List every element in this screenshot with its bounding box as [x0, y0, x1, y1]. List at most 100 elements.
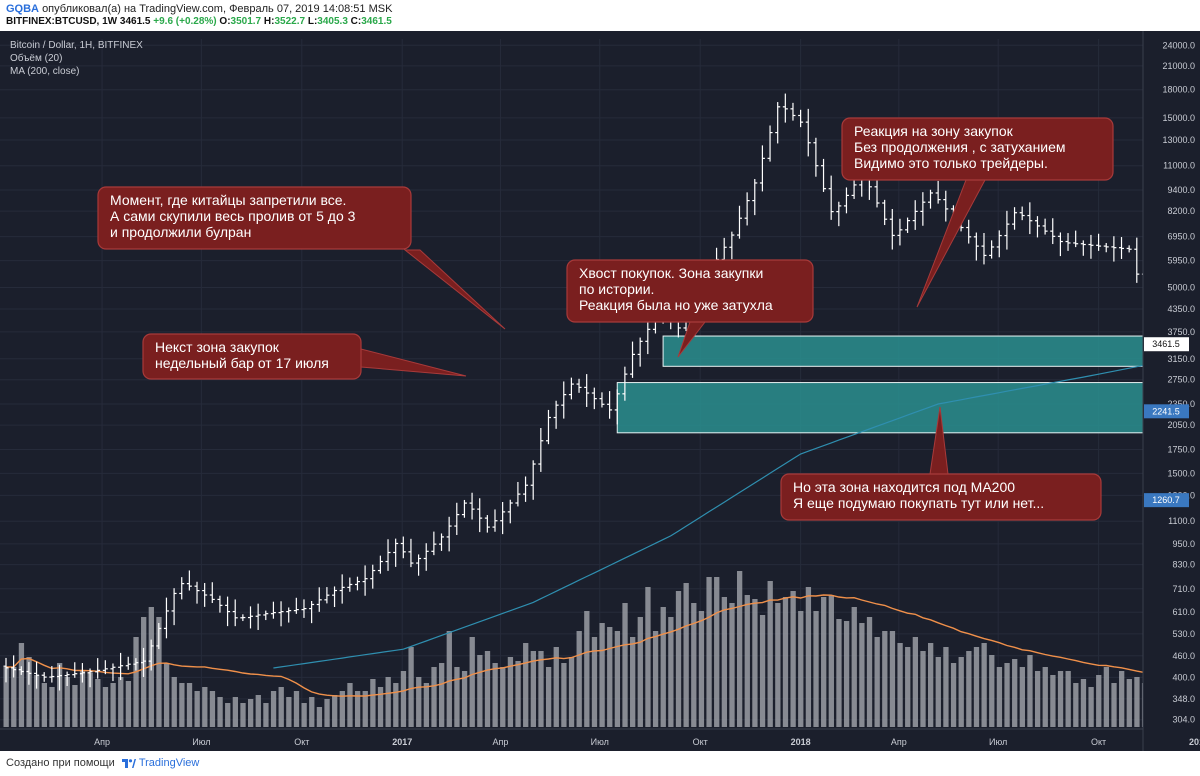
volume-bar	[385, 677, 391, 727]
volume-bar	[759, 615, 766, 727]
volume-bar	[805, 587, 812, 727]
buy-zone	[616, 382, 1200, 434]
volume-bar	[545, 667, 552, 727]
volume-bar	[523, 643, 529, 727]
volume-bar	[630, 637, 636, 727]
volume-bar	[133, 637, 139, 727]
volume-bar	[958, 657, 964, 727]
volume-bar	[614, 631, 621, 727]
x-tick-label: Окт	[294, 737, 309, 747]
last-price: 3461.5	[119, 16, 151, 27]
ma-badge: 2241.5	[1152, 406, 1180, 416]
y-tick-label: 710.0	[1172, 584, 1195, 594]
callout-text: А сами скупили весь пролив от 5 до 3	[110, 208, 356, 224]
x-tick-label: Окт	[1091, 737, 1106, 747]
volume-bar	[469, 637, 475, 727]
last-price-badge-bg	[1144, 337, 1189, 352]
volume-bar	[607, 627, 613, 727]
volume-bar	[400, 671, 407, 727]
volume-bar	[752, 599, 758, 727]
volume-bar	[981, 643, 987, 727]
y-tick-label: 348.0	[1172, 694, 1195, 704]
volume-bar	[171, 677, 177, 727]
volume-bar	[49, 687, 55, 727]
volume-bar	[1073, 683, 1079, 727]
price-axis[interactable]: 24000.0 21000.0 18000.0 15000.0 13000.0 11000…	[1142, 31, 1200, 751]
volume-bar	[736, 571, 743, 727]
volume-bar	[255, 695, 261, 727]
volume-bar	[1012, 659, 1018, 727]
volume-bar	[194, 691, 200, 727]
x-tick-label: Апр	[493, 737, 509, 747]
volume-bar	[966, 651, 972, 727]
volume-bar	[851, 607, 857, 727]
volume-bar	[202, 687, 208, 727]
volume-bar	[1034, 671, 1041, 727]
time-axis[interactable]: АпрИюлОкт2017АпрИюлОкт2018АпрИюлОкт2019А…	[0, 728, 1200, 747]
volume-bar	[698, 611, 705, 727]
author-link[interactable]: GQBA	[6, 3, 39, 15]
volume-bar	[34, 675, 40, 727]
volume-bar	[72, 685, 78, 727]
volume-bar	[362, 691, 368, 727]
callout-text: недельный бар от 17 июля	[155, 355, 329, 371]
volume-bar	[87, 673, 93, 727]
volume-ma-line	[6, 594, 1200, 697]
volume-bar	[996, 667, 1003, 727]
y-tick-label: 24000.0	[1162, 40, 1195, 50]
y-tick-label: 2750.0	[1167, 375, 1195, 385]
footer: Создано при помощи TradingView	[0, 751, 1200, 776]
symbol-label[interactable]: BITFINEX:BTCUSD, 1W	[6, 16, 118, 27]
chart-area[interactable]: Момент, где китайцы запретили все. А сами…	[0, 31, 1200, 751]
callout-box	[142, 333, 362, 380]
close-value: 3461.5	[361, 16, 392, 27]
volume-bar	[889, 631, 896, 727]
volume-bar	[584, 611, 590, 727]
volume-bar	[813, 611, 819, 727]
volume-bar	[637, 617, 643, 727]
volume-bar	[599, 623, 605, 727]
volume-bar	[645, 587, 651, 727]
volume-bar	[714, 577, 720, 727]
volume-bar	[973, 647, 980, 727]
volume-bar	[553, 647, 559, 727]
volume-bar	[1027, 655, 1033, 727]
volume-bar	[56, 663, 63, 727]
volume-bar	[324, 699, 330, 727]
volume-bar	[706, 577, 712, 727]
volume-bar	[1119, 671, 1125, 727]
volume-bar	[1103, 667, 1110, 727]
volume-bar	[278, 687, 284, 727]
volume-bar	[354, 691, 361, 727]
volume-bar	[874, 637, 880, 727]
volume-bar	[163, 663, 170, 727]
volume-bar	[439, 663, 445, 727]
volume-bar	[293, 691, 300, 727]
price-chart[interactable]: Момент, где китайцы запретили все.А сами…	[0, 31, 1200, 751]
volume-bar	[1065, 671, 1071, 727]
volume-bar	[240, 703, 246, 727]
y-tick-label: 18000.0	[1162, 85, 1195, 95]
volume-bar	[1126, 679, 1132, 727]
tradingview-link[interactable]: TradingView	[138, 757, 200, 769]
volume-bar	[1080, 679, 1087, 727]
y-tick-label: 15000.0	[1162, 113, 1195, 123]
last-price-badge: 3461.5	[1152, 339, 1180, 349]
volume-bar	[912, 637, 919, 727]
volume-bar	[859, 623, 865, 727]
legend-volume: Объём (20)	[10, 52, 62, 64]
y-tick-label: 460.0	[1172, 651, 1195, 661]
volume-bar	[928, 643, 934, 727]
x-tick-label: Июл	[591, 737, 609, 747]
volume-bar	[866, 617, 873, 727]
volume-bar	[989, 655, 995, 727]
callout-box	[566, 259, 814, 323]
x-tick-label: Июл	[192, 737, 210, 747]
volume-bar	[416, 677, 422, 727]
volume-bar	[1111, 683, 1117, 727]
volume-bar	[775, 603, 781, 727]
volume-bar	[347, 683, 353, 727]
callout-text: по истории.	[579, 281, 654, 297]
y-tick-label: 830.0	[1172, 560, 1195, 570]
